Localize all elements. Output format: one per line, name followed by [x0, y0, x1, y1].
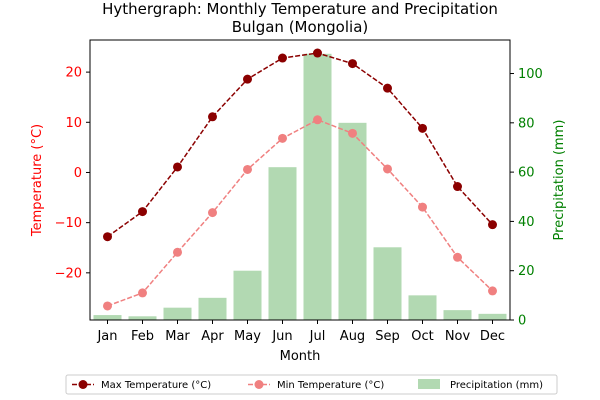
precipitation-bar-jun: [268, 167, 297, 320]
right-y-axis: 0 20 40 60 80 100: [510, 67, 543, 329]
max-temp-point-aug: [348, 59, 357, 69]
min-temp-point-may: [243, 164, 252, 174]
min-temp-point-aug: [348, 128, 357, 138]
precipitation-bar-may: [233, 270, 262, 320]
x-tick-label: Sep: [375, 329, 400, 344]
x-tick-label: Aug: [340, 329, 365, 344]
max-temp-point-may: [243, 74, 252, 84]
max-temp-point-oct: [418, 123, 427, 133]
legend-label-precipitation: Precipitation (mm): [450, 380, 543, 391]
min-temp-point-nov: [453, 252, 462, 262]
max-temp-point-apr: [208, 112, 217, 122]
max-temp-point-jul: [313, 48, 322, 58]
chart-title: Hythergraph: Monthly Temperature and Pre…: [102, 0, 498, 18]
precipitation-bar-jan: [93, 315, 122, 320]
min-temp-point-apr: [208, 208, 217, 218]
left-y-axis-label: Temperature (°C): [30, 124, 45, 237]
legend-swatch-precipitation: [418, 379, 440, 389]
temperature-lines: [103, 48, 497, 311]
right-y-tick-label: 40: [518, 215, 535, 230]
max-temp-point-feb: [138, 207, 147, 217]
max-temp-point-sep: [383, 83, 392, 93]
right-y-tick-label: 0: [518, 314, 526, 329]
max-temp-point-nov: [453, 182, 462, 192]
legend-marker-max-temp: [78, 380, 88, 389]
precipitation-bar-apr: [198, 297, 227, 320]
precipitation-bar-feb: [128, 316, 157, 320]
legend-label-min-temp: Min Temperature (°C): [277, 380, 384, 391]
right-y-tick-label: 60: [518, 166, 535, 181]
precipitation-bar-dec: [478, 313, 507, 320]
x-tick-label: Jan: [96, 329, 117, 344]
min-temp-point-dec: [488, 286, 497, 296]
left-y-tick-label: −20: [55, 266, 82, 281]
legend-label-max-temp: Max Temperature (°C): [101, 380, 211, 391]
right-y-tick-label: 20: [518, 264, 535, 279]
min-temp-line: [107, 118, 494, 307]
min-temp-point-jul: [313, 115, 322, 125]
min-temp-point-mar: [173, 247, 182, 257]
min-temp-point-sep: [383, 164, 392, 174]
right-y-axis-label: Precipitation (mm): [552, 120, 567, 241]
min-temp-point-jan: [103, 301, 112, 311]
x-tick-label: Jun: [271, 329, 292, 344]
left-y-tick-label: 10: [65, 116, 82, 131]
chart-subtitle: Bulgan (Mongolia): [232, 18, 369, 36]
x-tick-label: Mar: [165, 329, 190, 344]
x-axis-label: Month: [280, 349, 321, 364]
x-tick-label: Dec: [480, 329, 505, 344]
left-y-tick-label: 20: [65, 66, 82, 81]
max-temp-line: [107, 52, 494, 238]
max-temp-point-dec: [488, 220, 497, 230]
x-tick-label: Jul: [309, 329, 326, 344]
left-y-tick-label: −10: [55, 216, 82, 231]
precipitation-bar-mar: [163, 307, 192, 320]
precipitation-bars: [93, 53, 507, 321]
plot-area-frame: [89, 39, 511, 321]
x-tick-label: Apr: [201, 329, 224, 344]
legend-marker-min-temp: [254, 380, 264, 389]
x-tick-label: Nov: [445, 329, 471, 344]
precipitation-bar-aug: [338, 122, 367, 320]
legend: Max Temperature (°C) Min Temperature (°C…: [65, 374, 558, 395]
x-tick-label: Feb: [131, 329, 154, 344]
precipitation-bar-oct: [408, 295, 437, 320]
x-tick-label: May: [234, 329, 261, 344]
max-temp-point-jan: [103, 232, 112, 242]
min-temp-point-feb: [138, 288, 147, 298]
x-tick-label: Oct: [411, 329, 433, 344]
right-y-tick-label: 100: [518, 67, 543, 82]
right-y-tick-label: 80: [518, 116, 535, 131]
max-temp-point-mar: [173, 162, 182, 172]
max-temp-point-jun: [278, 53, 287, 63]
precipitation-bar-sep: [373, 247, 402, 320]
x-axis: Jan Feb Mar Apr May Jun Jul Aug Sep Oct Nov Dec: [96, 320, 505, 344]
min-temp-point-oct: [418, 202, 427, 212]
precipitation-bar-jul: [303, 53, 332, 321]
precipitation-bar-nov: [443, 310, 472, 320]
left-y-tick-label: 0: [74, 166, 82, 181]
min-temp-point-jun: [278, 133, 287, 143]
left-y-axis: −20 −10 0 10 20: [55, 66, 90, 281]
